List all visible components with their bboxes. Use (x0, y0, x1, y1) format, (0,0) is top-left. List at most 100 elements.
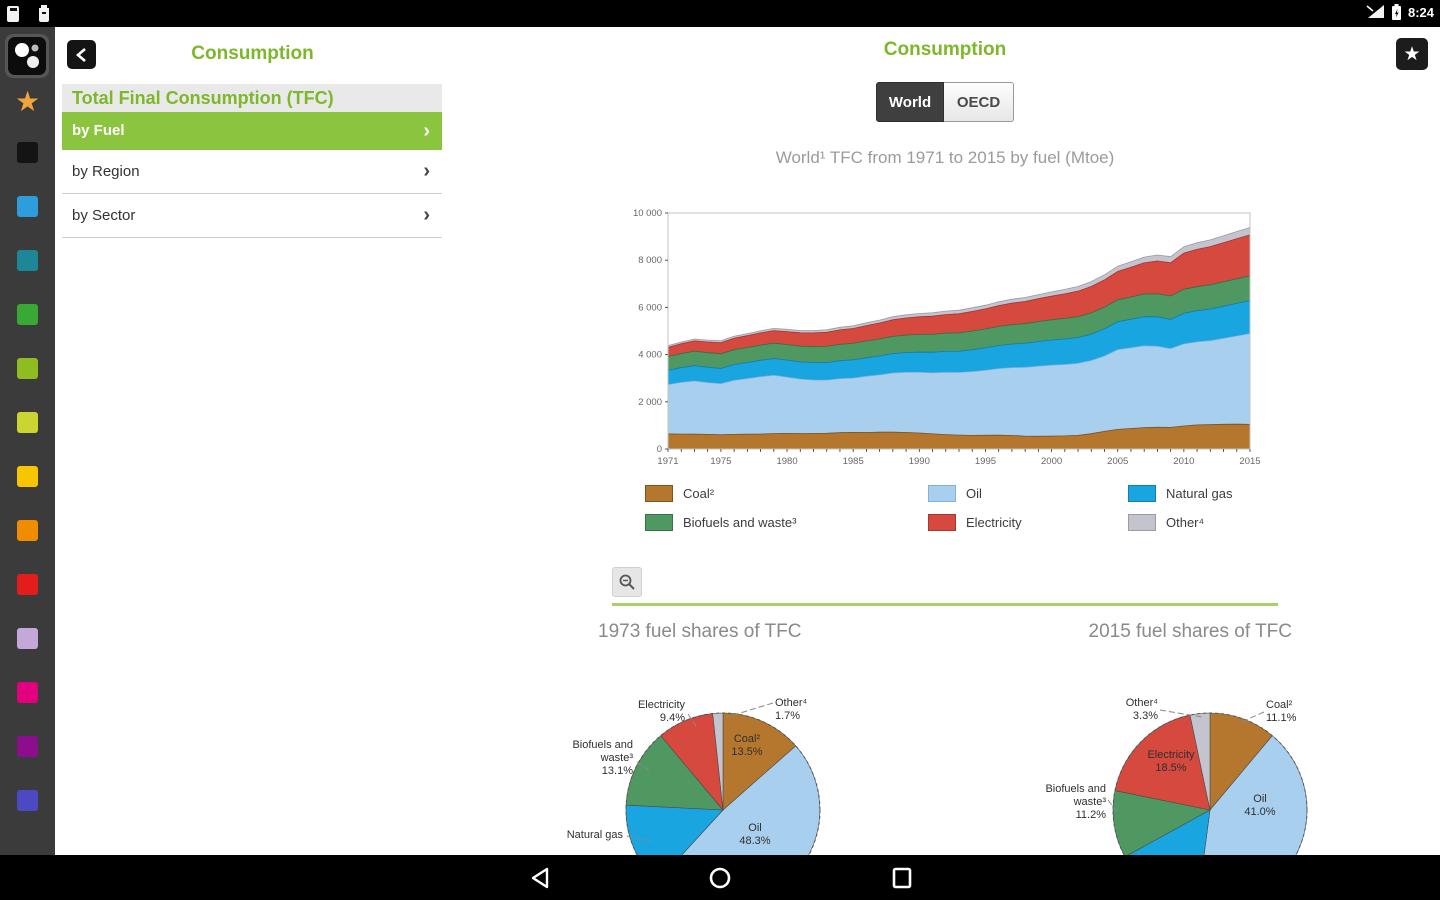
home-circle-icon (709, 867, 731, 889)
shortcut-olive[interactable] (17, 358, 38, 379)
shortcut-lavender[interactable] (17, 628, 38, 649)
x-tick-label: 1985 (843, 456, 864, 467)
chevron-right-icon: › (423, 160, 430, 182)
pie-label: Biofuels and (1045, 783, 1106, 795)
x-tick-label: 2005 (1107, 456, 1128, 467)
pie-1973-title: 1973 fuel shares of TFC (598, 621, 802, 642)
app-icon[interactable] (5, 34, 49, 78)
pie-label: 3.3% (1133, 710, 1158, 722)
menu-item-by-fuel[interactable]: by Fuel › (62, 112, 442, 150)
legend-item-natural-gas: Natural gas (1128, 485, 1232, 502)
x-tick-label: 1971 (657, 456, 678, 467)
x-tick-label: 2000 (1041, 456, 1062, 467)
pie-label-leader (687, 713, 697, 727)
pie-label-leader (1236, 711, 1265, 725)
favorites-star[interactable]: ★ (14, 86, 41, 117)
pie-label-leader (726, 702, 774, 718)
pie-chart-1973: Coal² 13.5% Oil 48.3% Natural gas Biofuels an… (555, 690, 895, 855)
status-notifications (6, 4, 52, 23)
chevron-right-icon: › (423, 120, 430, 142)
menu-item-by-sector[interactable]: by Sector › (62, 194, 442, 238)
main-content: Consumption ★ World OECD World¹ TFC from… (450, 27, 1440, 855)
pie-label-leader (1159, 709, 1203, 718)
magnifier-icon (619, 574, 635, 590)
area-chart-title: World¹ TFC from 1971 to 2015 by fuel (Mt… (775, 148, 1115, 167)
pie-label-leader (1107, 799, 1120, 815)
android-recents-button[interactable] (889, 865, 915, 891)
shortcut-lime[interactable] (17, 412, 38, 433)
shortcut-green[interactable] (17, 304, 38, 325)
zoom-reset-button[interactable] (612, 567, 642, 597)
legend-swatch-electricity (928, 514, 956, 531)
legend-swatch-other (1128, 514, 1156, 531)
panel-title: Consumption (191, 43, 314, 64)
toggle-oecd-button[interactable]: OECD (944, 82, 1014, 122)
shortcut-indigo[interactable] (17, 790, 38, 811)
signal-icon (1366, 5, 1384, 18)
pie-label: 13.5% (731, 746, 762, 758)
legend-label: Electricity (966, 515, 1022, 530)
chevron-right-icon: › (423, 204, 430, 226)
pie-label: Electricity (638, 699, 686, 711)
shortcut-red[interactable] (17, 574, 38, 595)
back-button[interactable] (67, 40, 96, 69)
pie-label: Other⁴ (775, 697, 808, 709)
android-home-button[interactable] (707, 865, 733, 891)
menu-item-label: by Fuel (72, 122, 125, 139)
menu-item-label: by Region (72, 163, 140, 180)
shortcut-black[interactable] (17, 142, 38, 163)
menu-item-label: by Sector (72, 207, 136, 224)
x-tick-label: 2010 (1173, 456, 1194, 467)
pie-label: Oil (748, 822, 761, 834)
y-tick-label: 0 (657, 444, 662, 455)
legend-swatch-oil (928, 485, 956, 502)
y-tick-label: 4 000 (638, 350, 662, 361)
left-panel: Consumption Total Final Consumption (TFC… (55, 27, 451, 855)
y-tick-label: 10 000 (633, 208, 662, 219)
pie-label: 11.2% (1076, 809, 1107, 821)
pie-label: 48.3% (739, 835, 770, 847)
legend-swatch-biofuels (645, 514, 673, 531)
legend-item-biofuels: Biofuels and waste³ (645, 514, 796, 531)
app-window: ★ Consumption Total Final Consumption (T… (0, 27, 1440, 855)
pie-label: 41.0% (1244, 806, 1275, 818)
pie-label: Electricity (1147, 749, 1195, 761)
legend-label: Biofuels and waste³ (683, 515, 797, 530)
notification-icon (39, 5, 49, 22)
android-back-button[interactable] (527, 865, 553, 891)
x-tick-label: 1980 (776, 456, 797, 467)
pie-label: Coal² (1266, 699, 1293, 711)
shortcut-blue[interactable] (17, 196, 38, 217)
x-tick-label: 2015 (1239, 456, 1260, 467)
pie-label: 13.1% (602, 765, 633, 777)
shortcut-magenta[interactable] (17, 682, 38, 703)
legend-swatch-natural-gas (1128, 485, 1156, 502)
favorite-button[interactable]: ★ (1396, 38, 1428, 70)
toggle-world-button[interactable]: World (876, 82, 944, 122)
shortcut-teal[interactable] (17, 250, 38, 271)
menu-item-by-region[interactable]: by Region › (62, 150, 442, 194)
pie-2015-title: 2015 fuel shares of TFC (1088, 621, 1292, 642)
section-divider (612, 603, 1278, 606)
pie-chart-2015: Coal² 11.1% Oil 41.0% Biofuels and waste³ 11.2… (1040, 690, 1380, 855)
consumption-menu: by Fuel › by Region › by Sector › (62, 112, 442, 238)
pie-label: 11.1% (1266, 712, 1297, 724)
x-tick-label: 1990 (909, 456, 930, 467)
pie-label-leader (626, 835, 652, 842)
area-chart-svg: 0 2 000 4 000 6 000 8 000 10 000 1971 1975 1980 1… (633, 208, 1261, 467)
shortcut-yellow[interactable] (17, 466, 38, 487)
star-icon: ★ (1403, 43, 1421, 65)
x-tick-label: 1975 (710, 456, 731, 467)
x-tick-label: 1995 (975, 456, 996, 467)
tfc-area-chart: 0 2 000 4 000 6 000 8 000 10 000 1971 1975 1980 1… (615, 205, 1275, 475)
pie-label-leader (636, 761, 652, 773)
shortcut-orange[interactable] (17, 520, 38, 541)
pie-label: 18.5% (1155, 762, 1186, 774)
y-tick-label: 8 000 (638, 255, 662, 266)
status-time: 8:24 (1407, 4, 1434, 20)
shortcut-purple[interactable] (17, 736, 38, 757)
y-tick-label: 2 000 (638, 397, 662, 408)
pie-label: 9.4% (660, 712, 685, 724)
